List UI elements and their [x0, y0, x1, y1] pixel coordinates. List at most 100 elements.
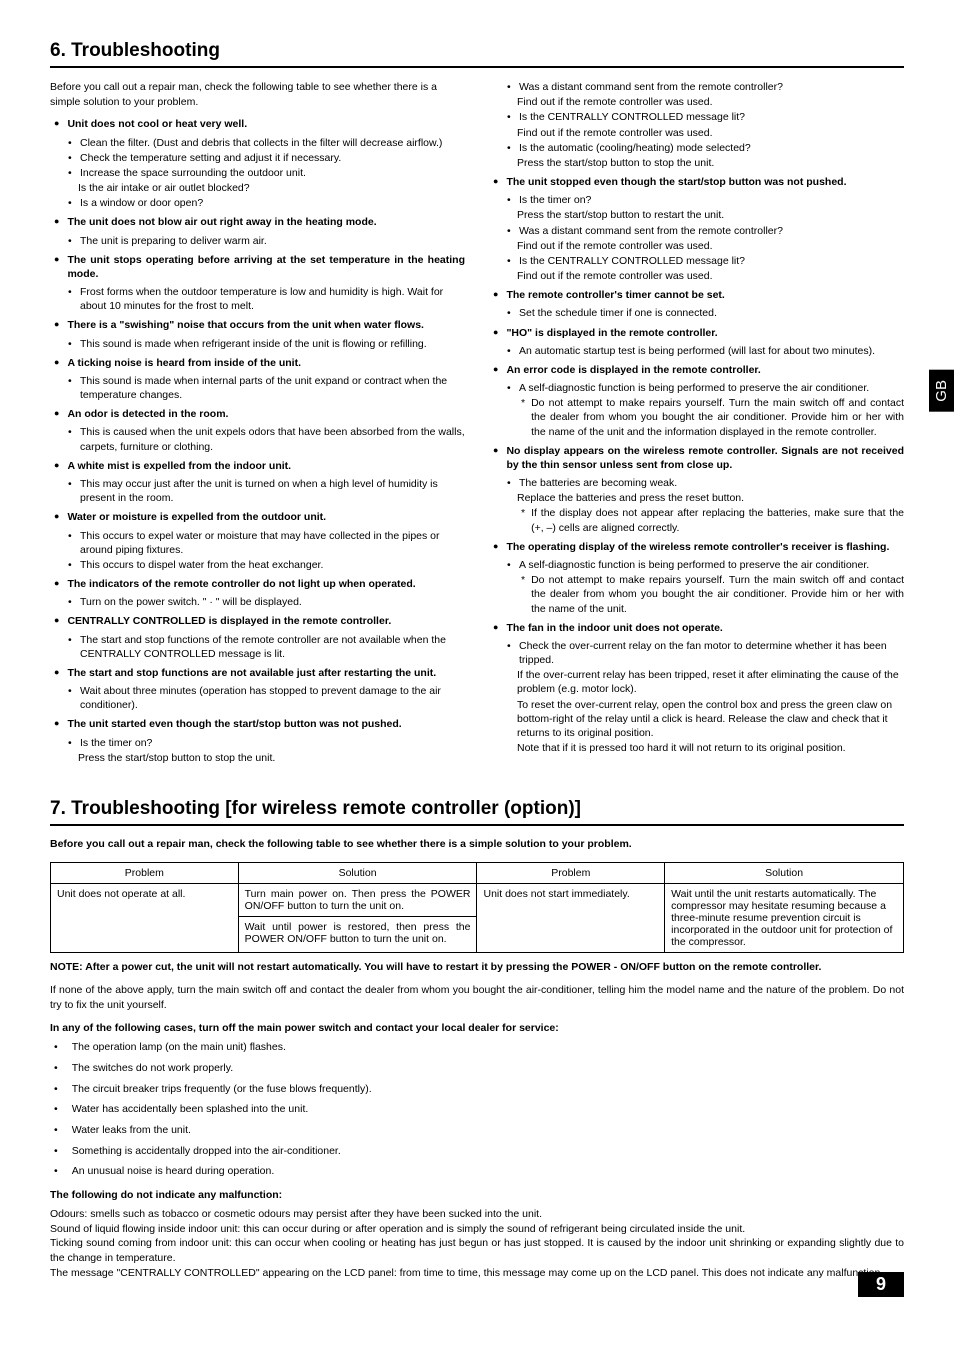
star-item: *If the display does not appear after re…	[521, 506, 904, 534]
bullet-heading: ●The unit started even though the start/…	[50, 717, 465, 731]
sub-bullet-icon: •	[507, 80, 513, 94]
bullet-title-text: The fan in the indoor unit does not oper…	[506, 621, 904, 635]
dash-text: Water has accidentally been splashed int…	[72, 1102, 309, 1117]
bullet-dot-icon: ●	[493, 175, 498, 189]
body-text-4: Ticking sound coming from indoor unit: t…	[50, 1236, 904, 1265]
sub-bullet-icon: •	[68, 558, 74, 572]
section6-right-column: •Was a distant command sent from the rem…	[489, 80, 904, 770]
cell-solution1: Turn main power on. Then press the POWER…	[238, 883, 477, 952]
star-icon: *	[521, 506, 525, 534]
sub-item: Find out if the remote controller was us…	[517, 239, 904, 253]
dash-text: The circuit breaker trips frequently (or…	[72, 1082, 372, 1097]
sub-bullet-icon: •	[68, 166, 74, 180]
page-number: 9	[858, 1272, 904, 1297]
sub-text: Is the timer on?	[519, 193, 904, 207]
bullet-title-text: "HO" is displayed in the remote controll…	[506, 326, 904, 340]
bullet-heading: ● Water or moisture is expelled from the …	[50, 510, 465, 524]
th-solution1: Solution	[238, 862, 477, 883]
sub-text: Is the CENTRALLY CONTROLLED message lit?	[519, 110, 904, 124]
sub-text: The start and stop functions of the remo…	[80, 633, 465, 661]
dash-item: •The switches do not work properly.	[50, 1061, 904, 1076]
page-container: 6. Troubleshooting Before you call out a…	[0, 0, 954, 1311]
dash-bullet-icon: •	[54, 1123, 58, 1138]
sub-bullet-icon: •	[507, 254, 513, 268]
sub-bullet-icon: •	[507, 141, 513, 155]
sub-item: To reset the over-current relay, open th…	[517, 698, 904, 741]
sub-item: •An automatic startup test is being perf…	[507, 344, 904, 358]
sub-item: Press the start/stop button to stop the …	[517, 156, 904, 170]
sub-item: Find out if the remote controller was us…	[517, 269, 904, 283]
bullet-heading: ●The remote controller's timer cannot be…	[489, 288, 904, 302]
bullet-title-text: The operating display of the wireless re…	[506, 540, 904, 554]
bullet-title-text: A white mist is expelled from the indoor…	[67, 459, 465, 473]
sub-item: Find out if the remote controller was us…	[517, 126, 904, 140]
sub-item: Press the start/stop button to restart t…	[517, 208, 904, 222]
star-item: *Do not attempt to make repairs yourself…	[521, 573, 904, 616]
th-problem2: Problem	[477, 862, 665, 883]
bullet-dot-icon: ●	[54, 510, 59, 524]
dash-text: The switches do not work properly.	[72, 1061, 233, 1076]
sub-text: Set the schedule timer if one is connect…	[519, 306, 904, 320]
bullet-title-text: The unit stopped even though the start/s…	[506, 175, 904, 189]
sub-text: This is caused when the unit expels odor…	[80, 425, 465, 453]
bullet-title-text: The indicators of the remote controller …	[67, 577, 465, 591]
sub-item: •This sound is made when refrigerant ins…	[68, 337, 465, 351]
sub-item: •Is a window or door open?	[68, 196, 465, 210]
bullet-title-text: There is a "swishing" noise that occurs …	[67, 318, 465, 332]
body-text-1: If none of the above apply, turn the mai…	[50, 983, 904, 1012]
sub-item: •Was a distant command sent from the rem…	[507, 224, 904, 238]
section7-title: 7. Troubleshooting [for wireless remote …	[50, 798, 904, 826]
section6-intro: Before you call out a repair man, check …	[50, 80, 465, 109]
sub-item: •Is the CENTRALLY CONTROLLED message lit…	[507, 254, 904, 268]
star-icon: *	[521, 396, 525, 439]
section6-columns: Before you call out a repair man, check …	[50, 80, 904, 770]
sub-item: •The start and stop functions of the rem…	[68, 633, 465, 661]
dash-item: • Water leaks from the unit.	[50, 1123, 904, 1138]
dash-bullet-icon: •	[54, 1102, 58, 1117]
bullet-dot-icon: ●	[54, 614, 59, 628]
star-icon: *	[521, 573, 525, 616]
bullet-title-text: An odor is detected in the room.	[67, 407, 465, 421]
bullet-title-text: CENTRALLY CONTROLLED is displayed in the…	[67, 614, 465, 628]
sub-text: Check the over-current relay on the fan …	[519, 639, 904, 667]
solution1b: Wait until power is restored, then press…	[245, 921, 471, 945]
bullet-dot-icon: ●	[54, 666, 59, 680]
dash-item: •The operation lamp (on the main unit) f…	[50, 1040, 904, 1055]
bullet-dot-icon: ●	[54, 459, 59, 473]
troubleshooting-table: Problem Solution Problem Solution Unit d…	[50, 862, 904, 953]
solution1a: Turn main power on. Then press the POWER…	[245, 888, 471, 912]
sub-item: If the over-current relay has been tripp…	[517, 668, 904, 696]
sub-item: Replace the batteries and press the rese…	[517, 491, 904, 505]
bullet-heading: ● The operating display of the wireless r…	[489, 540, 904, 554]
bullet-heading: ●The unit does not blow air out right aw…	[50, 215, 465, 229]
sub-bullet-icon: •	[68, 595, 74, 609]
sub-text: Wait about three minutes (operation has …	[80, 684, 465, 712]
sub-item: •Wait about three minutes (operation has…	[68, 684, 465, 712]
section6-left-column: Before you call out a repair man, check …	[50, 80, 465, 770]
bullet-heading: ● An odor is detected in the room.	[50, 407, 465, 421]
sub-item: Is the air intake or air outlet blocked?	[78, 181, 465, 195]
bullet-dot-icon: ●	[54, 407, 59, 421]
sub-bullet-icon: •	[68, 633, 74, 661]
sub-bullet-icon: •	[507, 224, 513, 238]
bullet-dot-icon: ●	[493, 288, 498, 302]
section7-note: NOTE: After a power cut, the unit will n…	[50, 961, 904, 973]
bullet-dot-icon: ●	[54, 253, 59, 281]
bullet-heading: ●The fan in the indoor unit does not ope…	[489, 621, 904, 635]
bullet-dot-icon: ●	[54, 318, 59, 332]
th-problem1: Problem	[51, 862, 239, 883]
th-solution2: Solution	[665, 862, 904, 883]
dash-text: Water leaks from the unit.	[72, 1123, 191, 1138]
sub-text: An automatic startup test is being perfo…	[519, 344, 904, 358]
sub-text: Increase the space surrounding the outdo…	[80, 166, 465, 180]
bullet-heading: ● The unit stopped even though the start/…	[489, 175, 904, 189]
sub-text: The batteries are becoming weak.	[519, 476, 904, 490]
bullet-heading: ●No display appears on the wireless remo…	[489, 444, 904, 472]
bullet-title-text: Water or moisture is expelled from the o…	[67, 510, 465, 524]
bullet-dot-icon: ●	[493, 540, 498, 554]
sub-text: The unit is preparing to deliver warm ai…	[80, 234, 465, 248]
sub-item: Press the start/stop button to stop the …	[78, 751, 465, 765]
bullet-title-text: An error code is displayed in the remote…	[506, 363, 904, 377]
star-text: Do not attempt to make repairs yourself.…	[531, 573, 904, 616]
sub-bullet-icon: •	[68, 425, 74, 453]
